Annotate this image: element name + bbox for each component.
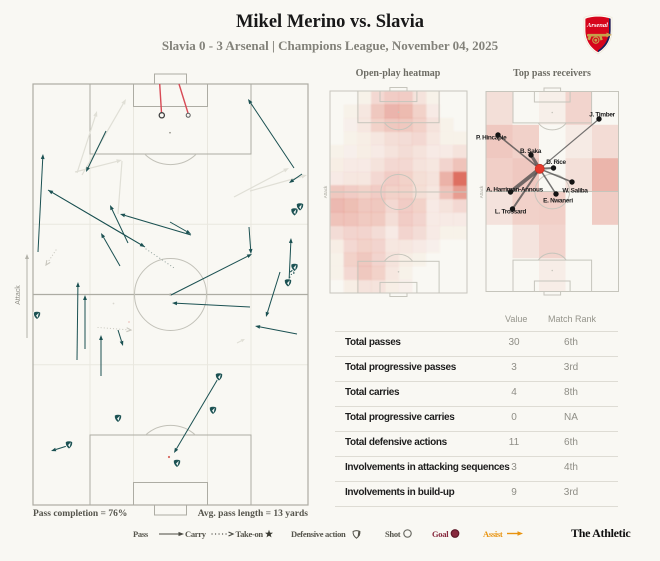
svg-text:Attack: Attack	[479, 185, 484, 198]
svg-text:B. Saka: B. Saka	[520, 148, 542, 155]
svg-text:D. Rice: D. Rice	[546, 159, 566, 166]
svg-text:Attack: Attack	[15, 285, 22, 305]
svg-text:Top pass receivers: Top pass receivers	[513, 68, 591, 79]
svg-text:L. Trossard: L. Trossard	[495, 209, 527, 216]
svg-text:J. Timber: J. Timber	[589, 112, 615, 119]
svg-text:E. Nwaneri: E. Nwaneri	[543, 198, 573, 205]
svg-text:Arsenal: Arsenal	[586, 22, 608, 29]
svg-text:A. Harriman-Annous: A. Harriman-Annous	[486, 187, 543, 194]
svg-text:P. Hincapie: P. Hincapie	[476, 135, 507, 142]
svg-text:Open-play heatmap: Open-play heatmap	[356, 68, 441, 79]
svg-text:W. Saliba: W. Saliba	[562, 188, 588, 195]
svg-text:Attack: Attack	[323, 185, 328, 198]
